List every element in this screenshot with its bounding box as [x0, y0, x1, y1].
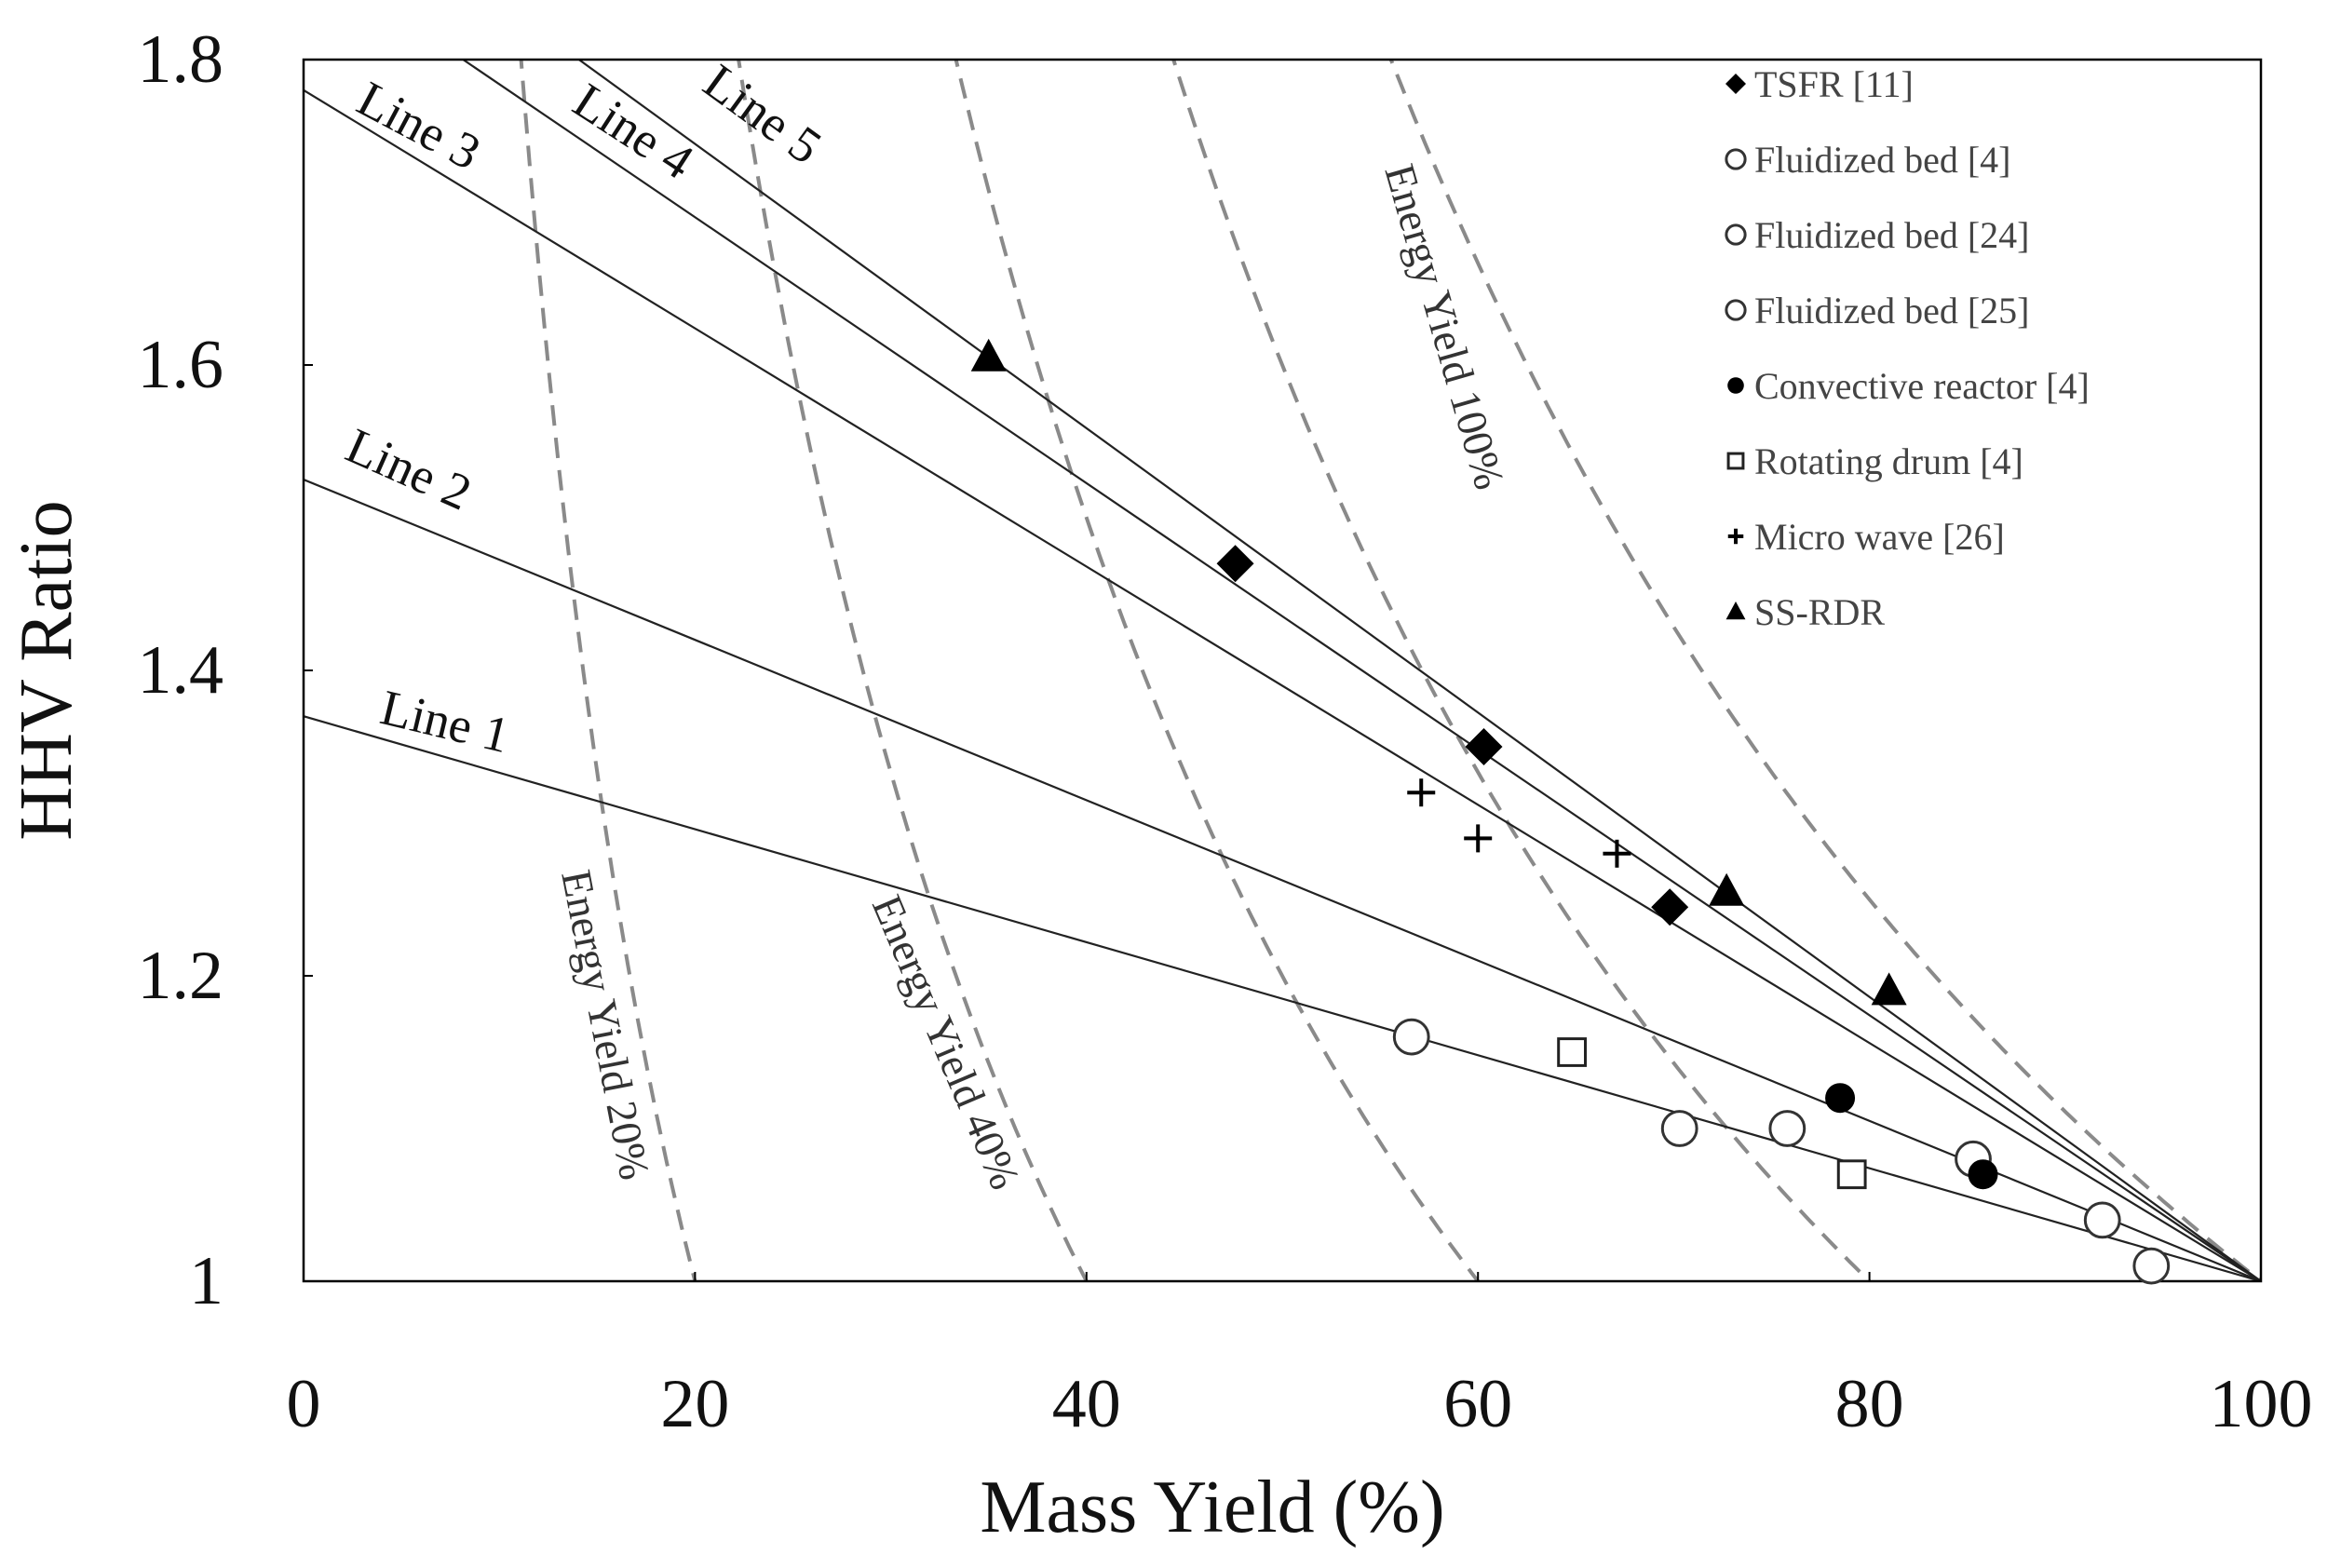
reference-line-4 — [462, 60, 2261, 1281]
x-axis-title: Mass Yield (%) — [980, 1467, 1444, 1548]
data-point-square-open — [1836, 1159, 1867, 1190]
data-points — [970, 338, 2171, 1285]
y-tick-label: 1.8 — [138, 21, 224, 98]
x-tick-label: 80 — [1835, 1366, 1904, 1442]
legend-label: TSFR [11] — [1754, 63, 1914, 105]
data-point-diamond — [1651, 888, 1689, 926]
y-tick-label: 1.6 — [138, 327, 224, 403]
data-point-square-open — [1557, 1037, 1587, 1067]
x-tick-label: 20 — [660, 1366, 729, 1442]
data-point-circle-filled — [1825, 1083, 1856, 1114]
legend-label: Fluidized bed [24] — [1754, 214, 2030, 256]
legend-marker-diamond — [1725, 74, 1746, 94]
x-tick-label: 0 — [287, 1366, 321, 1442]
reference-lines — [304, 60, 2261, 1281]
legend-label: Rotating drum [4] — [1754, 440, 2023, 482]
data-point-diamond — [1465, 728, 1503, 765]
y-tick-label: 1.2 — [138, 938, 224, 1014]
data-point-plus — [1464, 824, 1493, 853]
y-tick-label: 1 — [189, 1243, 223, 1319]
energy-yield-curve-60 — [954, 60, 1480, 1281]
data-point-triangle — [970, 338, 1007, 372]
legend-marker-circle-open — [1725, 148, 1747, 170]
y-tick-label: 1.4 — [138, 632, 224, 709]
data-point-circle-open — [1392, 1018, 1430, 1056]
energy-yield-curve-80 — [1171, 60, 1872, 1281]
energy-yield-curve-100 — [1388, 60, 2261, 1281]
legend-marker-triangle — [1725, 602, 1746, 620]
energy-yield-curves — [519, 60, 2261, 1281]
reference-line-1 — [304, 715, 2261, 1281]
energy-yield-curve-40 — [737, 60, 1089, 1281]
x-tick-label: 40 — [1052, 1366, 1121, 1442]
legend-marker-square-open — [1726, 452, 1745, 470]
legend-label: Fluidized bed [4] — [1754, 139, 2011, 181]
legend-label: Micro wave [26] — [1754, 516, 2005, 558]
legend-marker-circle-filled — [1727, 377, 1744, 394]
legend-label: Fluidized bed [25] — [1754, 290, 2030, 331]
data-point-plus — [1603, 839, 1631, 868]
legend-marker-circle-open — [1725, 223, 1747, 246]
x-tick-label: 60 — [1443, 1366, 1512, 1442]
legend-marker-plus — [1727, 528, 1744, 545]
data-point-triangle — [1871, 972, 1907, 1006]
y-axis-title: HHV Ratio — [6, 500, 88, 840]
data-point-circle-open — [2083, 1201, 2121, 1239]
data-point-circle-filled — [1968, 1159, 1998, 1190]
data-point-plus — [1407, 778, 1436, 807]
data-point-circle-open — [1768, 1110, 1806, 1147]
reference-line-3 — [304, 88, 2261, 1281]
data-point-circle-open — [1660, 1110, 1698, 1147]
energy-yield-curve-20 — [519, 60, 697, 1281]
data-point-diamond — [1216, 545, 1254, 583]
legend: TSFR [11] Fluidized bed [4] Fluidized bed … — [1725, 63, 2090, 633]
reference-line-2 — [304, 478, 2261, 1281]
legend-label: SS-RDR — [1754, 591, 1885, 633]
data-point-triangle — [1709, 872, 1745, 906]
data-point-circle-open — [2132, 1247, 2171, 1285]
legend-label: Convective reactor [4] — [1754, 365, 2090, 407]
reference-line-5 — [578, 60, 2261, 1281]
axis-ticks: 0 20 40 60 80 100 1 1.2 1.4 1.6 1.8 — [138, 21, 2313, 1442]
legend-marker-circle-open — [1725, 299, 1747, 321]
x-tick-label: 100 — [2210, 1366, 2313, 1442]
